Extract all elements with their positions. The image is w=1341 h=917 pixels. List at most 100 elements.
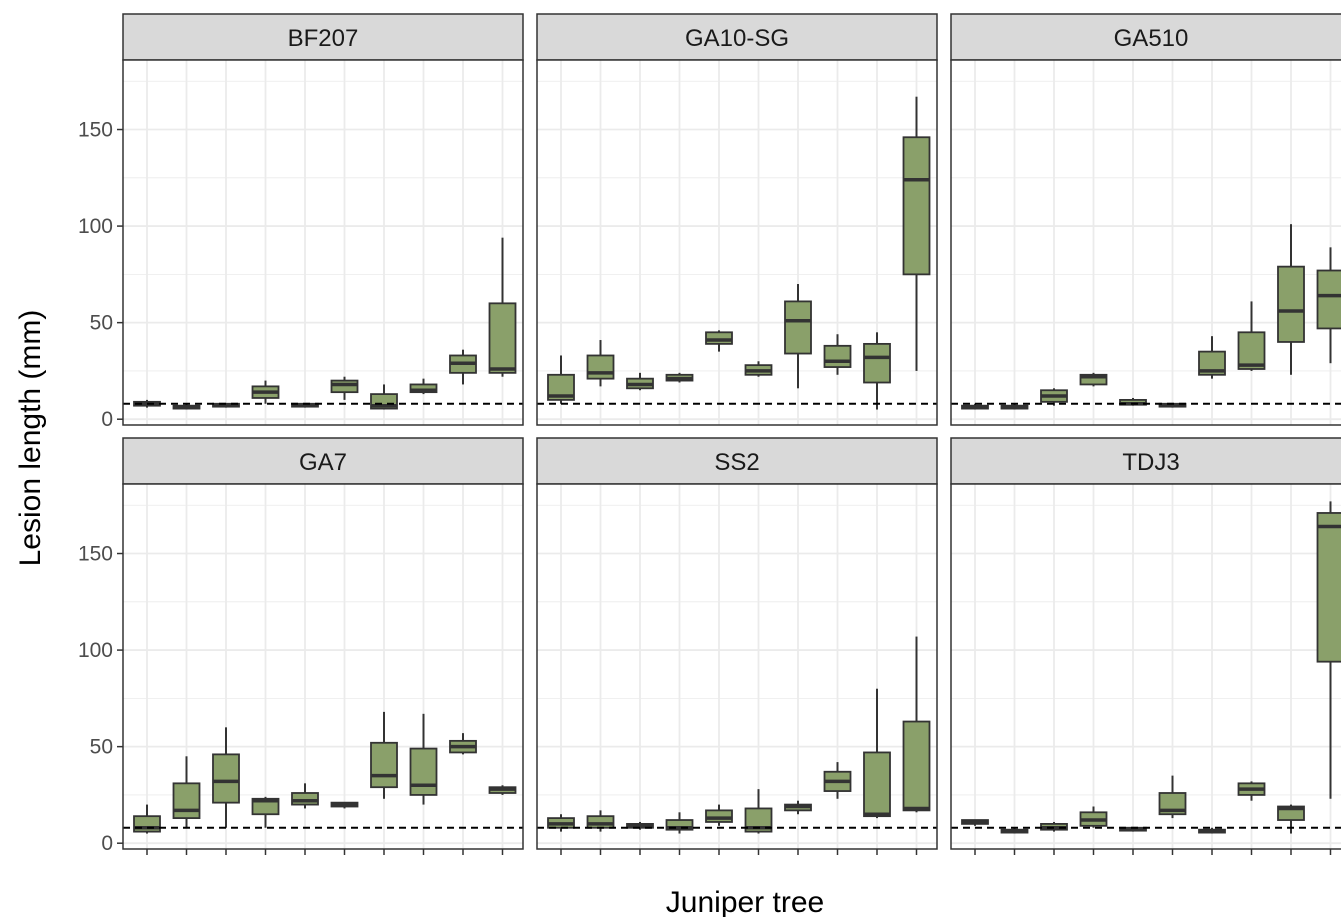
box-1 [547,355,575,404]
panel-ga10-sg: GA10-SG [536,13,938,426]
box-5 [705,804,733,826]
y-tick-label: 150 [78,543,113,566]
box-9 [863,332,891,410]
panel-border [950,483,1341,850]
box-3 [626,372,654,391]
box-iqr [863,342,891,384]
box-iqr [172,782,201,820]
panel-border [536,59,938,426]
panel-title: GA510 [1114,25,1189,52]
box-4 [251,380,280,404]
box-10 [902,96,931,371]
box-10 [488,785,517,795]
box-2 [172,756,201,828]
box-2 [586,340,615,387]
y-tick-label: 0 [101,408,113,431]
box-iqr [902,136,931,276]
box-3 [212,727,240,828]
panel-strip [536,437,938,485]
panel-strip [950,13,1341,61]
box-9 [1277,224,1305,375]
box-iqr [1316,269,1341,330]
box-8 [1237,301,1266,371]
box-iqr [212,753,240,804]
box-7 [784,284,812,389]
panel-title: TDJ3 [1122,449,1179,476]
box-iqr [784,300,812,355]
panel-tdj3: TDJ3 [950,437,1341,855]
panel-strip [122,437,524,485]
box-7 [784,800,812,815]
box-iqr [370,741,398,789]
panel-title: BF207 [288,25,359,52]
box-iqr [744,807,773,833]
box-iqr [409,747,438,796]
panel-background [951,484,1341,849]
y-tick-label: 100 [78,639,113,662]
panel-ga510: GA510 [950,13,1341,426]
box-8 [409,713,438,805]
panel-strip [950,437,1341,485]
y-tick-label: 150 [78,119,113,142]
panel-plot-area [123,484,523,849]
x-axis-title: Juniper tree [666,886,824,917]
box-6 [330,801,359,809]
y-tick-label: 50 [90,736,113,759]
box-10 [488,237,517,377]
box-iqr [251,797,280,816]
panel-title: SS2 [714,449,759,476]
box-6 [1158,775,1187,819]
box-9 [1277,804,1305,834]
box-iqr [330,379,359,394]
box-7 [1198,336,1226,379]
y-tick-label: 100 [78,215,113,238]
panel-plot-area [537,60,937,425]
box-10 [1316,247,1341,364]
panel-title: GA10-SG [685,25,789,52]
panel-ss2: SS2 [536,437,938,855]
box-8 [823,334,852,375]
box-9 [863,688,891,819]
y-axis-title: Lesion length (mm) [14,310,47,567]
box-5 [705,330,733,352]
box-iqr [902,720,931,812]
box-iqr [823,344,852,368]
panel-background [951,60,1341,425]
box-iqr [586,815,615,829]
box-9 [449,349,477,385]
y-tick-label: 50 [90,312,113,335]
box-10 [902,636,931,813]
box-iqr [1079,373,1108,386]
box-iqr [705,331,733,345]
box-8 [823,762,852,799]
box-iqr [488,302,517,374]
panel-border [122,59,524,426]
panel-plot-area [123,60,523,425]
box-6 [330,376,359,400]
y-tick-label: 0 [101,832,113,855]
panel-border [950,59,1341,426]
box-8 [1237,781,1266,801]
panel-strip [536,13,938,61]
panel-title: GA7 [299,449,347,476]
box-4 [1079,372,1108,387]
box-iqr [1277,265,1305,343]
box-7 [370,384,398,410]
box-4 [665,372,694,383]
panel-bf207: BF207 0 50 100 150 [78,13,524,431]
box-iqr [1198,350,1226,376]
panel-strip [122,13,524,61]
panel-plot-area [951,484,1341,849]
box-3 [1040,388,1068,406]
box-4 [251,796,280,828]
box-4 [1079,806,1108,828]
box-iqr [1237,331,1266,370]
panel-border [536,483,938,850]
box-1 [961,819,989,826]
box-6 [744,361,773,377]
box-5 [291,783,319,809]
box-iqr [291,792,319,806]
panel-plot-area [537,484,937,849]
box-10 [1316,501,1341,799]
